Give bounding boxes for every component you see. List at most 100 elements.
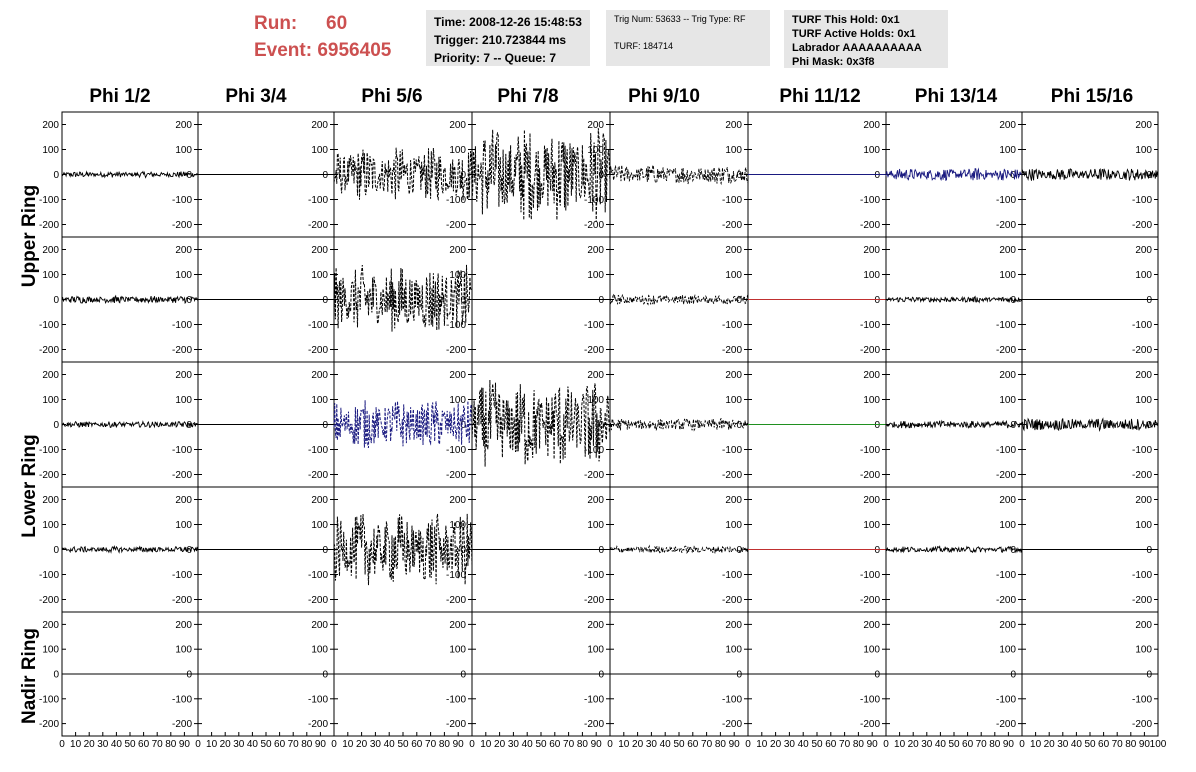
y-tick-label-r0-c5: 200 xyxy=(863,120,880,131)
waveform-r0-c0 xyxy=(61,170,199,179)
trigger-line: Trigger: 210.723844 ms xyxy=(434,33,567,47)
y-tick-label-r4-c0: 100 xyxy=(175,645,192,656)
y-tick-label-left-r2-c0: 200 xyxy=(42,370,59,381)
y-tick-label-r1-c6: -200 xyxy=(996,345,1016,356)
y-tick-label-r3-c0: 200 xyxy=(175,495,192,506)
time-info-box: Time: 2008-12-26 15:48:53 Trigger: 210.7… xyxy=(426,10,590,66)
labrador-line: Labrador AAAAAAAAAA xyxy=(792,42,922,54)
y-tick-label-r3-c1: 200 xyxy=(311,495,328,506)
y-tick-label-r3-c5: 200 xyxy=(863,495,880,506)
x-tick-label-r4-c7: 30 xyxy=(1057,739,1069,750)
y-tick-label-r2-c3: 200 xyxy=(587,370,604,381)
y-tick-label-r3-c2: 100 xyxy=(449,520,466,531)
waveform-r1-c4 xyxy=(609,293,749,306)
col-header-phi-11-12: Phi 11/12 xyxy=(779,86,861,107)
y-tick-label-left-r0-c0: 100 xyxy=(42,145,59,156)
col-header-phi-1-2: Phi 1/2 xyxy=(89,86,151,107)
col-header-phi-5-6: Phi 5/6 xyxy=(361,86,423,107)
y-tick-label-r1-c0: -200 xyxy=(172,345,192,356)
y-tick-label-r4-c7: 200 xyxy=(1135,620,1152,631)
x-tick-label-r4-c0: 20 xyxy=(84,739,96,750)
y-tick-label-r0-c4: 100 xyxy=(725,145,742,156)
y-tick-label-r1-c6: 200 xyxy=(999,245,1016,256)
y-tick-label-r0-c0: 100 xyxy=(175,145,192,156)
event-value: 6956405 xyxy=(317,40,392,61)
y-tick-label-r3-c6: -200 xyxy=(996,595,1016,606)
x-tick-label-r4-c3: 30 xyxy=(508,739,520,750)
x-tick-label-r4-c7: 20 xyxy=(1044,739,1056,750)
x-tick-label-r4-c7: 80 xyxy=(1125,739,1137,750)
col-header-phi-7-8: Phi 7/8 xyxy=(497,86,559,107)
waveform-r2-c3 xyxy=(471,379,611,467)
x-tick-label-r4-c0: 0 xyxy=(59,739,65,750)
run-label: Run: xyxy=(254,13,298,34)
y-tick-label-r3-c3: -100 xyxy=(584,570,604,581)
y-tick-label-r1-c4: 100 xyxy=(725,270,742,281)
x-tick-label-r4-c5: 30 xyxy=(784,739,796,750)
y-tick-label-r3-c4: -200 xyxy=(722,595,742,606)
y-tick-label-r1-c2: -200 xyxy=(446,345,466,356)
y-tick-label-r3-c2: -100 xyxy=(446,570,466,581)
y-tick-label-r4-c6: 100 xyxy=(999,645,1016,656)
y-tick-label-r4-c0: -200 xyxy=(172,719,192,730)
y-tick-label-r2-c6: 200 xyxy=(999,370,1016,381)
y-tick-label-r1-c6: -100 xyxy=(996,320,1016,331)
event-label: Event: xyxy=(254,40,313,61)
y-tick-label-r0-c5: 0 xyxy=(874,170,880,181)
y-tick-label-r3-c0: 0 xyxy=(186,545,192,556)
y-tick-label-r0-c3: 100 xyxy=(587,145,604,156)
y-tick-label-r4-c1: -100 xyxy=(308,694,328,705)
y-tick-label-r2-c2: 0 xyxy=(460,420,466,431)
x-tick-label-r4-c2: 70 xyxy=(425,739,437,750)
y-tick-label-r4-c2: -100 xyxy=(446,694,466,705)
y-tick-label-r4-c2: 200 xyxy=(449,620,466,631)
y-tick-label-left-r2-c0: -200 xyxy=(39,470,59,481)
y-tick-label-r2-c3: 0 xyxy=(598,420,604,431)
y-tick-label-r3-c1: -100 xyxy=(308,570,328,581)
y-tick-label-r4-c7: -200 xyxy=(1132,719,1152,730)
y-tick-label-r4-c0: 0 xyxy=(186,670,192,681)
y-tick-label-r4-c0: -100 xyxy=(172,694,192,705)
y-tick-label-r1-c6: 100 xyxy=(999,270,1016,281)
y-tick-label-left-r3-c0: -100 xyxy=(39,570,59,581)
x-tick-label-r4-c6: 90 xyxy=(1003,739,1015,750)
y-tick-label-r2-c0: -100 xyxy=(172,445,192,456)
y-tick-label-r1-c3: -200 xyxy=(584,345,604,356)
y-tick-label-r1-c0: 0 xyxy=(186,295,192,306)
x-tick-label-r4-c0: 90 xyxy=(179,739,191,750)
x-tick-label-r4-c2: 90 xyxy=(453,739,465,750)
waveform-r0-c4 xyxy=(609,165,749,186)
y-tick-label-r1-c1: -100 xyxy=(308,320,328,331)
x-tick-label-r4-c7: 70 xyxy=(1112,739,1124,750)
y-tick-label-r1-c2: 0 xyxy=(460,295,466,306)
y-tick-label-r2-c3: -200 xyxy=(584,470,604,481)
y-tick-label-r3-c6: 100 xyxy=(999,520,1016,531)
x-tick-label-r4-c5: 0 xyxy=(745,739,751,750)
priority-line: Priority: 7 -- Queue: 7 xyxy=(434,51,557,65)
y-tick-label-r1-c2: -100 xyxy=(446,320,466,331)
x-tick-label-r4-c2: 50 xyxy=(397,739,409,750)
y-tick-label-r4-c2: 0 xyxy=(460,670,466,681)
y-tick-label-r0-c3: -200 xyxy=(584,220,604,231)
waveform-r1-c0 xyxy=(61,294,199,305)
x-tick-label-r4-c5: 70 xyxy=(839,739,851,750)
y-tick-label-left-r0-c0: 0 xyxy=(53,170,59,181)
run-value: 60 xyxy=(326,13,348,34)
y-tick-label-r1-c5: 100 xyxy=(863,270,880,281)
y-tick-label-r3-c7: -200 xyxy=(1132,595,1152,606)
y-tick-label-r3-c5: 0 xyxy=(874,545,880,556)
x-tick-label-r4-c4: 80 xyxy=(715,739,727,750)
waveform-r2-c7 xyxy=(1021,417,1159,433)
x-tick-label-r4-c6: 60 xyxy=(962,739,974,750)
x-tick-label-r4-c2: 0 xyxy=(331,739,337,750)
y-tick-label-r0-c2: 100 xyxy=(449,145,466,156)
x-tick-label-r4-c1: 70 xyxy=(288,739,300,750)
y-tick-label-r4-c4: -100 xyxy=(722,694,742,705)
y-tick-label-r2-c4: 200 xyxy=(725,370,742,381)
waveform-r2-c4 xyxy=(609,418,748,432)
x-tick-label-r4-c0: 40 xyxy=(111,739,123,750)
y-tick-label-r2-c6: 0 xyxy=(1010,420,1016,431)
x-tick-label-r4-c5: 40 xyxy=(798,739,810,750)
y-tick-label-r4-c5: -200 xyxy=(860,719,880,730)
y-tick-label-r3-c0: -100 xyxy=(172,570,192,581)
